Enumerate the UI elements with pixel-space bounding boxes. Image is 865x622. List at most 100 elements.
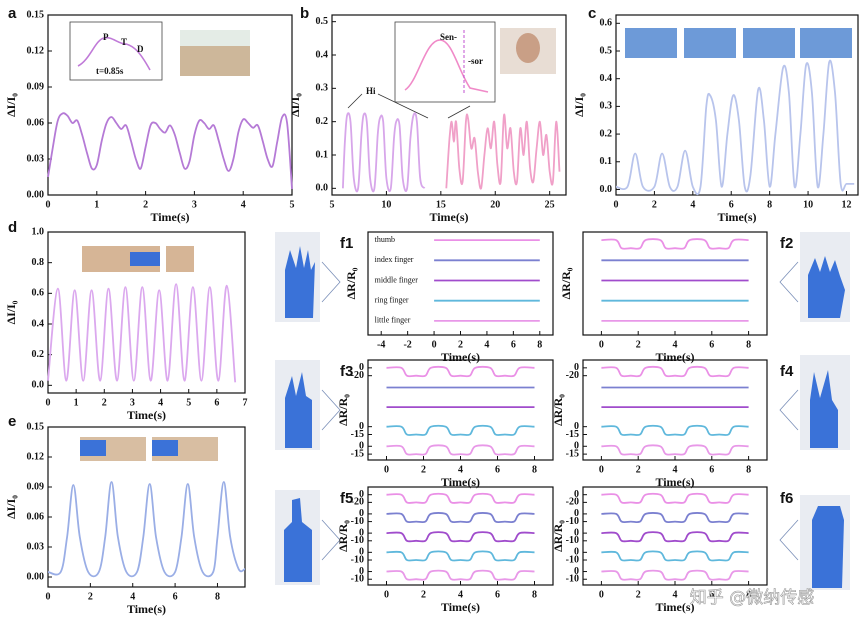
inset-frame (69, 21, 163, 81)
y-tick-label: 0.03 (27, 541, 45, 552)
y-tick-label: -20 (351, 370, 364, 381)
x-tick-label: 4 (458, 589, 463, 600)
x-tick-label: 4 (690, 199, 695, 210)
annotation: D (137, 44, 144, 54)
series-line (342, 112, 426, 193)
series-line (386, 492, 535, 504)
x-tick-label: 6 (173, 591, 178, 602)
series-line (47, 481, 246, 578)
y-axis-title: ΔR/R₀ (551, 520, 565, 552)
x-tick-label: 6 (511, 339, 516, 350)
x-tick-label: 20 (490, 199, 500, 210)
photo (684, 28, 736, 58)
photo (800, 28, 852, 58)
y-tick-label: 0.2 (316, 116, 329, 127)
y-tick-label: -10 (351, 554, 364, 565)
panel-label: d (8, 219, 17, 236)
y-tick-label: 0.0 (32, 380, 45, 391)
panel-label: f3 (340, 363, 353, 380)
y-tick-label: -10 (566, 535, 579, 546)
panel-label: e (8, 413, 16, 430)
x-tick-label: 2 (88, 591, 93, 602)
legend-label: ring finger (375, 295, 409, 304)
y-tick-label: 1.0 (32, 226, 45, 237)
y-tick-label: 0 (359, 362, 364, 373)
y-tick-label: 0.00 (27, 189, 45, 200)
x-axis-title: Time(s) (127, 602, 166, 616)
hand (810, 370, 838, 448)
x-tick-label: 4 (484, 339, 489, 350)
y-tick-label: 0.00 (27, 571, 45, 582)
annotation: T (121, 37, 127, 47)
plot-frame (615, 14, 859, 196)
y-tick-label: 0.6 (600, 18, 613, 29)
series-line (601, 365, 749, 378)
y-tick-label: 0 (574, 441, 579, 452)
legend-label: middle finger (375, 275, 419, 284)
series-line (47, 112, 293, 190)
hand (285, 246, 315, 318)
x-tick-label: 0 (614, 199, 619, 210)
series-line (615, 59, 855, 196)
legend-label: little finger (375, 316, 411, 325)
panel-label: c (588, 5, 596, 22)
y-tick-label: 0.1 (316, 149, 329, 160)
annotation: -sor (468, 56, 483, 66)
y-tick-label: 0 (574, 421, 579, 432)
y-tick-label: 0.2 (32, 349, 45, 360)
series-line (386, 365, 535, 378)
panel: 0 2 4 6 8 10 12 0.0 0.1 0.2 0.3 0.4 0.5 0.6 Time(s) ΔI/… (572, 5, 859, 224)
y-tick-label: 0 (574, 527, 579, 538)
y-tick-label: 0.3 (600, 101, 613, 112)
chevrons (321, 261, 799, 561)
y-tick-label: 0.8 (32, 257, 45, 268)
y-axis-title: ΔR/R₀ (344, 267, 358, 299)
y-tick-label: 0.12 (27, 451, 45, 462)
y-tick-label: 0 (359, 441, 364, 452)
photos (69, 21, 852, 590)
x-tick-label: 4 (673, 464, 678, 475)
panel-label: f6 (780, 490, 793, 507)
x-axis-title: Time(s) (441, 350, 480, 364)
y-tick-label: 0.1 (600, 156, 613, 167)
y-tick-label: 0.09 (27, 81, 45, 92)
annotation: t=0.85s (96, 66, 124, 76)
y-tick-label: 0 (574, 566, 579, 577)
x-tick-label: 3 (192, 199, 197, 210)
y-tick-label: -20 (566, 370, 579, 381)
y-tick-label: 0 (359, 527, 364, 538)
x-tick-label: 8 (767, 199, 772, 210)
y-tick-label: 0.5 (316, 16, 329, 27)
y-tick-label: 0.09 (27, 481, 45, 492)
x-axis-title: Time(s) (655, 350, 694, 364)
x-tick-label: 2 (636, 339, 641, 350)
y-tick-label: 0.3 (316, 83, 329, 94)
series-line (601, 569, 749, 581)
y-tick-label: 0.4 (32, 318, 45, 329)
series-line (386, 569, 535, 581)
x-tick-label: 1 (74, 397, 79, 408)
x-tick-label: 2 (636, 464, 641, 475)
watermark: 知乎 @微纳传感 (690, 588, 814, 608)
y-tick-label: 0 (359, 421, 364, 432)
x-tick-label: 0 (46, 199, 51, 210)
plot-frame (47, 14, 293, 196)
x-tick-label: 8 (746, 339, 751, 350)
y-axis-title: ΔR/R₀ (559, 267, 573, 299)
x-tick-label: 8 (537, 339, 542, 350)
inset-frame (394, 21, 496, 103)
photo (625, 28, 677, 58)
photo (516, 33, 540, 63)
y-tick-label: -15 (351, 429, 364, 440)
y-tick-label: -10 (351, 516, 364, 527)
hand (808, 256, 845, 318)
x-tick-label: 8 (746, 464, 751, 475)
y-tick-label: -10 (351, 574, 364, 585)
x-tick-label: -2 (403, 339, 411, 350)
y-axis-title: ΔR/R₀ (336, 520, 350, 552)
x-tick-label: 12 (841, 199, 851, 210)
